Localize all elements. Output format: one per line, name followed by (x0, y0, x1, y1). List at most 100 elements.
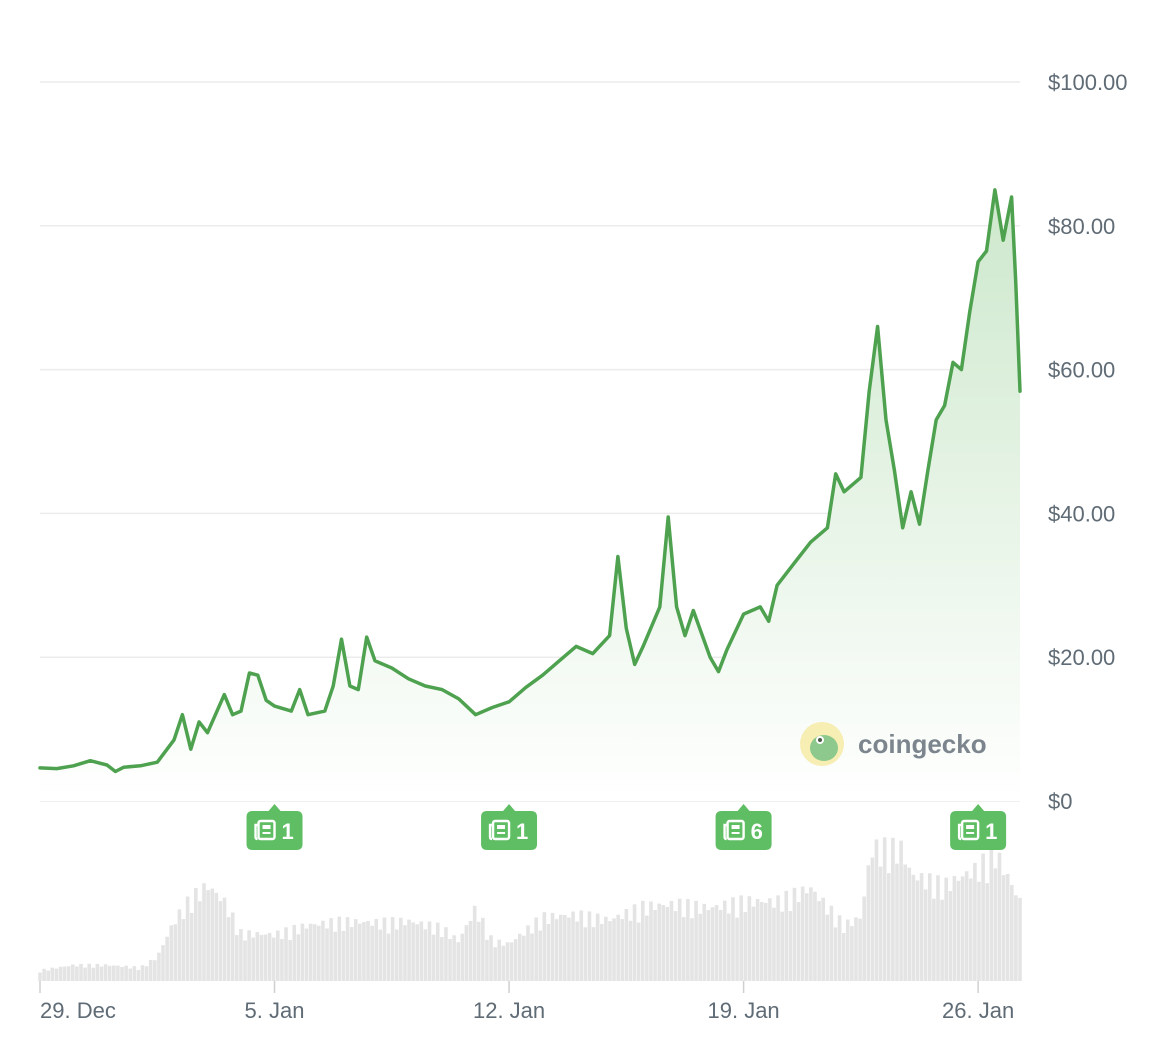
volume-bar (751, 906, 756, 981)
y-tick-label: $80.00 (1048, 214, 1115, 239)
y-tick-label: $0 (1048, 789, 1072, 814)
volume-bar (489, 935, 493, 981)
volume-bar (772, 907, 776, 981)
volume-bar (214, 892, 219, 981)
volume-bar (747, 896, 752, 981)
volume-bar (341, 930, 346, 981)
volume-bar (768, 898, 772, 981)
volume-bar (427, 921, 432, 981)
volume-bar (517, 933, 522, 981)
volume-bar (620, 919, 625, 981)
volume-bar (993, 868, 998, 981)
volume-bar (411, 922, 415, 981)
volume-bar (1009, 885, 1014, 981)
volume-bar (739, 895, 743, 981)
volume-bar (956, 880, 961, 981)
volume-bar (571, 911, 575, 981)
volume-bar (38, 972, 42, 981)
volume-bar (657, 903, 661, 981)
volume-bar (153, 960, 157, 981)
volume-bar (312, 924, 317, 981)
volume-bar (239, 929, 243, 981)
x-tick-label: 19. Jan (708, 998, 780, 1023)
volume-bar (907, 867, 912, 981)
volume-bar (899, 840, 903, 981)
volume-bar (177, 909, 182, 981)
volume-bar (542, 912, 547, 981)
volume-bar (296, 934, 301, 981)
volume-bar (591, 927, 596, 981)
volume-bar (554, 919, 559, 981)
volume-bar (112, 965, 116, 981)
volume-bar (71, 964, 75, 981)
volume-bar (948, 891, 953, 981)
volume-bar (1014, 895, 1018, 981)
y-tick-label: $100.00 (1048, 70, 1128, 95)
volume-bar (308, 923, 313, 981)
volume-bar (394, 929, 399, 981)
volume-bar (940, 899, 944, 981)
volume-bar (46, 970, 51, 981)
volume-bar (189, 912, 194, 981)
volume-bar (173, 924, 178, 981)
volume-bar (255, 932, 260, 981)
volume-bar (579, 910, 584, 981)
volume-bars (38, 837, 1022, 981)
volume-bar (345, 917, 350, 981)
volume-bar (546, 924, 551, 981)
volume-bar (612, 918, 616, 981)
volume-bar (702, 903, 707, 981)
volume-bar (968, 878, 973, 981)
news-flag[interactable]: 1 (481, 804, 538, 850)
volume-bar (698, 913, 702, 981)
volume-bar (731, 897, 735, 981)
newspaper-icon-page (726, 819, 745, 841)
volume-bar (353, 919, 358, 981)
volume-bar (419, 921, 424, 981)
volume-bar (58, 966, 63, 981)
volume-bar (575, 921, 579, 981)
volume-bar (206, 890, 210, 981)
volume-bar (854, 917, 858, 981)
volume-bar (595, 913, 600, 981)
volume-bar (866, 865, 871, 981)
volume-bar (583, 927, 588, 981)
news-flag-count: 1 (516, 819, 528, 844)
x-tick-label: 26. Jan (942, 998, 1014, 1023)
gecko-logo-icon-body (810, 735, 838, 761)
volume-bar (103, 964, 108, 981)
volume-bar (681, 917, 686, 981)
news-flag-count: 1 (282, 819, 294, 844)
volume-bar (280, 939, 284, 981)
volume-bar (226, 917, 231, 981)
volume-bar (944, 877, 948, 981)
volume-bar (886, 873, 891, 981)
volume-bar (276, 930, 280, 981)
volume-bar (735, 917, 739, 981)
volume-bar (665, 906, 670, 981)
volume-bar (386, 933, 391, 981)
volume-bar (194, 888, 198, 981)
volume-bar (263, 934, 268, 981)
volume-bar (251, 937, 256, 981)
news-flag[interactable]: 6 (715, 804, 772, 850)
volume-bar (534, 917, 538, 981)
volume-bar (804, 893, 809, 981)
volume-bar (157, 952, 161, 981)
news-flag[interactable]: 1 (950, 804, 1007, 850)
volume-bar (776, 895, 780, 981)
volume-bar (530, 933, 534, 981)
volume-bar (165, 936, 169, 981)
news-flag[interactable]: 1 (246, 804, 303, 850)
volume-bar (891, 837, 895, 981)
volume-bar (985, 883, 989, 981)
volume-bar (800, 886, 805, 981)
volume-bar (116, 965, 120, 981)
newspaper-icon-headline (731, 825, 740, 829)
volume-bar (448, 938, 452, 981)
volume-bar (850, 926, 854, 981)
volume-bar (710, 907, 715, 981)
volume-bar (796, 902, 801, 981)
